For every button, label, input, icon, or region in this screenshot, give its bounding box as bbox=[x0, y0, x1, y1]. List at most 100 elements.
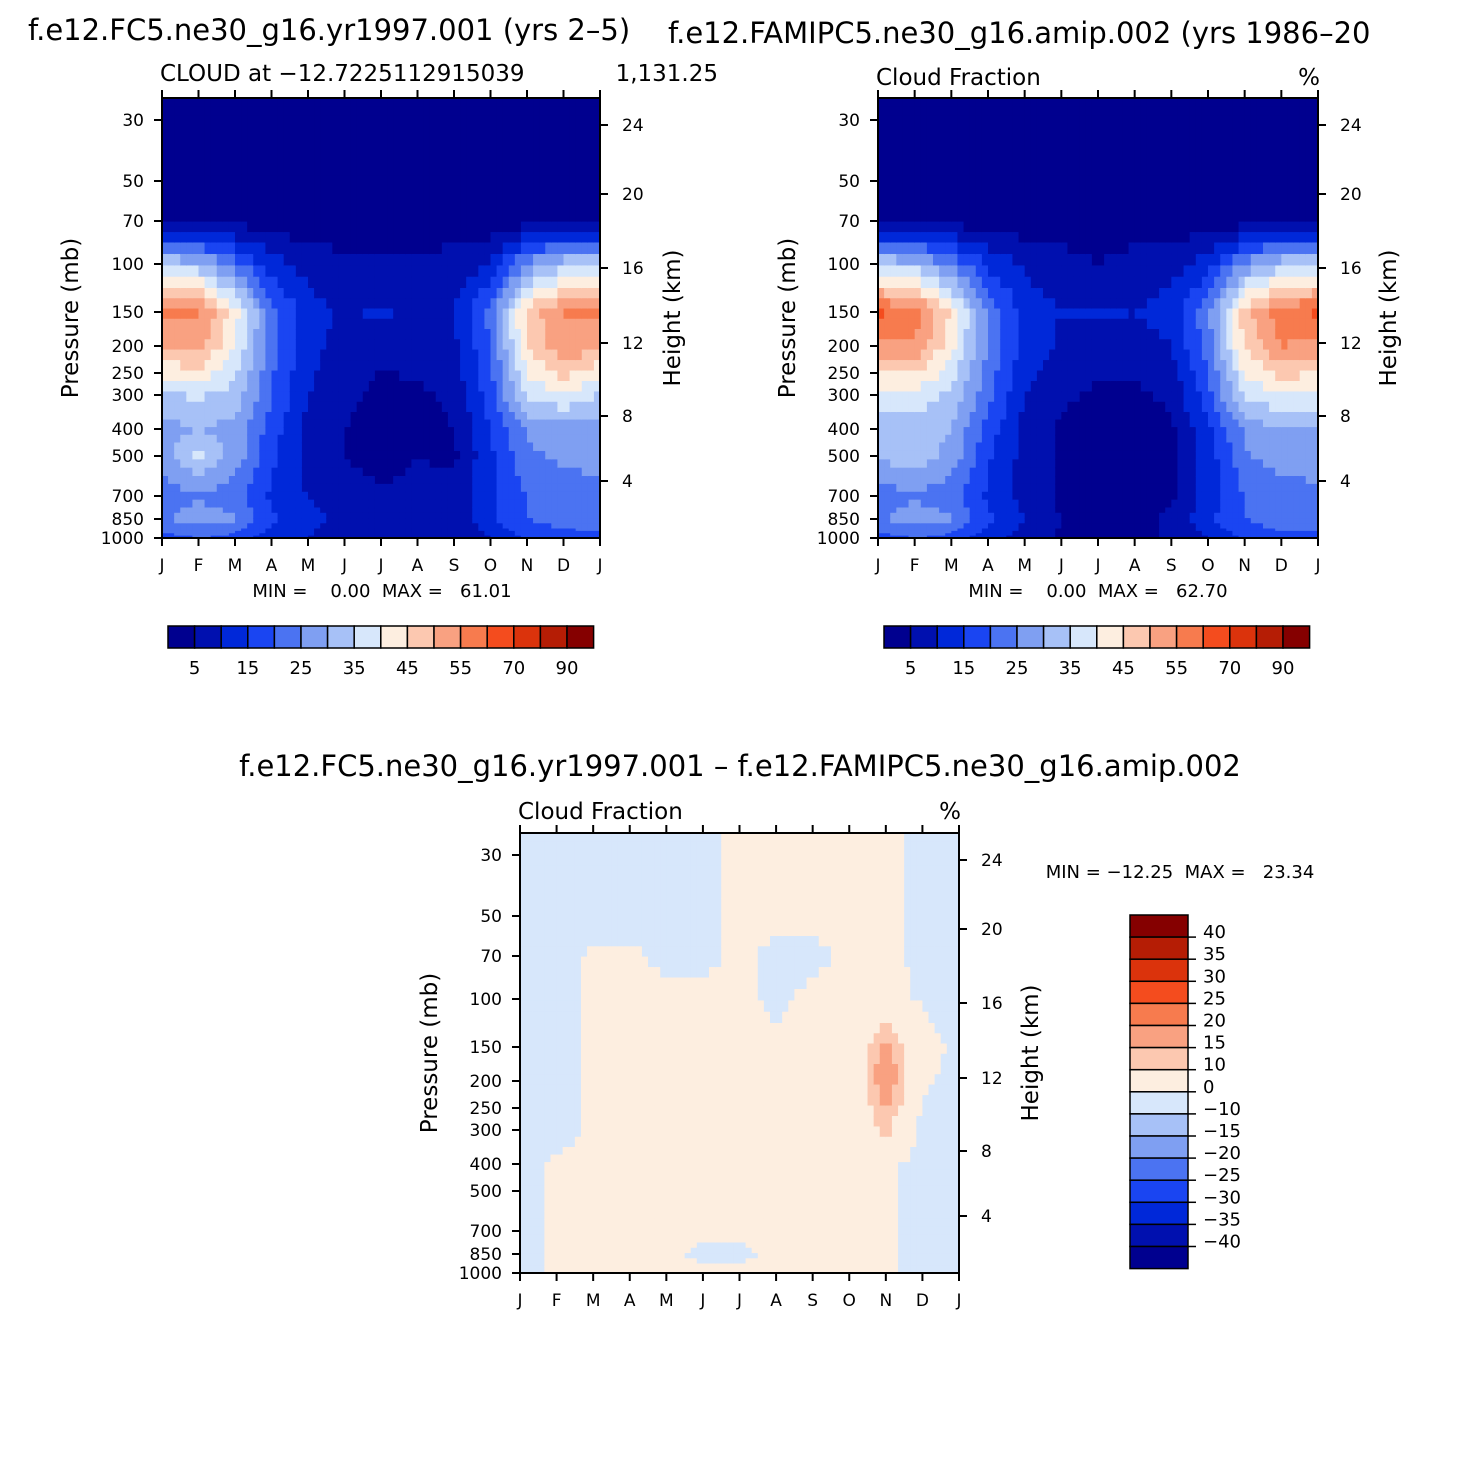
x-tick-label: S bbox=[449, 556, 460, 576]
heatmap-cell bbox=[241, 130, 248, 152]
heatmap-cell bbox=[162, 434, 169, 444]
heatmap-cell bbox=[1055, 106, 1062, 117]
heatmap-cell bbox=[1006, 298, 1014, 310]
heatmap-cell bbox=[914, 298, 922, 310]
heatmap-cell bbox=[551, 106, 559, 117]
heatmap-cell bbox=[192, 308, 200, 320]
heatmap-cell bbox=[204, 163, 212, 177]
heatmap-cell bbox=[326, 98, 333, 108]
heatmap-cell bbox=[417, 106, 425, 117]
heatmap-cell bbox=[326, 242, 333, 255]
heatmap-cell bbox=[933, 360, 940, 372]
heatmap-cell bbox=[186, 535, 194, 538]
heatmap-cell bbox=[939, 518, 946, 524]
heatmap-cell bbox=[320, 360, 327, 372]
heatmap-cell bbox=[575, 175, 583, 189]
heatmap-cell bbox=[283, 175, 291, 189]
heatmap-cell bbox=[981, 467, 989, 477]
heatmap-cell bbox=[890, 419, 897, 428]
heatmap-cell bbox=[1018, 380, 1026, 393]
heatmap-cell bbox=[168, 507, 175, 514]
heatmap-cell bbox=[508, 370, 516, 382]
heatmap-cell bbox=[969, 412, 977, 421]
heatmap-cell bbox=[301, 434, 309, 444]
heatmap-cell bbox=[1000, 476, 1007, 485]
heatmap-cell bbox=[545, 360, 552, 372]
heatmap-cell bbox=[454, 115, 461, 132]
heatmap-cell bbox=[514, 221, 522, 233]
heatmap-cell bbox=[283, 427, 291, 436]
heatmap-cell bbox=[210, 163, 218, 177]
heatmap-cell bbox=[1030, 175, 1038, 189]
heatmap-cell bbox=[472, 115, 479, 132]
heatmap-cell bbox=[192, 518, 200, 524]
heatmap-cell bbox=[1043, 434, 1050, 444]
heatmap-cell bbox=[387, 318, 394, 330]
heatmap-cell bbox=[423, 518, 431, 524]
heatmap-cell bbox=[502, 349, 510, 361]
heatmap-cell bbox=[975, 329, 983, 340]
heatmap-cell bbox=[283, 298, 291, 310]
heatmap-cell bbox=[557, 533, 565, 537]
y-tick-label: 150 bbox=[112, 303, 144, 323]
heatmap-cell bbox=[162, 98, 169, 108]
heatmap-cell bbox=[308, 491, 315, 501]
heatmap-cell bbox=[253, 221, 260, 233]
heatmap-cell bbox=[350, 434, 358, 444]
heatmap-cell bbox=[563, 491, 571, 501]
heatmap-cell bbox=[563, 499, 571, 509]
heatmap-cell bbox=[520, 507, 528, 514]
heatmap-cell bbox=[490, 459, 498, 469]
heatmap-cell bbox=[314, 211, 321, 223]
heatmap-cell bbox=[1006, 288, 1014, 299]
heatmap-cell bbox=[460, 450, 467, 460]
heatmap-cell bbox=[301, 242, 309, 255]
heatmap-cell bbox=[478, 476, 486, 485]
heatmap-cell bbox=[569, 150, 577, 164]
heatmap-cell bbox=[368, 507, 376, 514]
heatmap-cell bbox=[545, 339, 552, 351]
heatmap-cell bbox=[963, 221, 971, 233]
heatmap-cell bbox=[587, 329, 595, 340]
heatmap-cell bbox=[180, 98, 187, 108]
heatmap-cell bbox=[587, 491, 595, 501]
heatmap-cell bbox=[1036, 360, 1044, 372]
heatmap-cell bbox=[933, 419, 940, 428]
heatmap-cell bbox=[994, 427, 1001, 436]
heatmap-cell bbox=[399, 130, 406, 152]
heatmap-cell bbox=[210, 288, 218, 299]
heatmap-cell bbox=[277, 175, 285, 189]
heatmap-cell bbox=[204, 459, 212, 469]
heatmap-cell bbox=[435, 499, 443, 509]
heatmap-cell bbox=[253, 288, 260, 299]
heatmap-cell bbox=[557, 339, 565, 351]
heatmap-cell bbox=[939, 442, 946, 452]
heatmap-cell bbox=[533, 499, 540, 509]
heatmap-cell bbox=[1006, 232, 1014, 244]
y2-tick-label: 24 bbox=[622, 116, 644, 136]
heatmap-cell bbox=[533, 530, 540, 534]
heatmap-cell bbox=[301, 163, 309, 177]
heatmap-cell bbox=[332, 499, 340, 509]
heatmap-cell bbox=[896, 242, 904, 255]
heatmap-cell bbox=[344, 242, 352, 255]
heatmap-cell bbox=[447, 401, 455, 413]
heatmap-cell bbox=[174, 507, 181, 514]
heatmap-cell bbox=[308, 434, 315, 444]
heatmap-cell bbox=[939, 288, 946, 299]
heatmap-cell bbox=[569, 163, 577, 177]
heatmap-cell bbox=[454, 518, 461, 524]
heatmap-cell bbox=[259, 412, 267, 421]
heatmap-cell bbox=[533, 106, 540, 117]
heatmap-cell bbox=[1018, 276, 1026, 289]
heatmap-cell bbox=[210, 499, 218, 509]
heatmap-cell bbox=[393, 339, 400, 351]
heatmap-cell bbox=[186, 349, 194, 361]
heatmap-cell bbox=[362, 380, 370, 393]
heatmap-cell bbox=[575, 98, 583, 108]
heatmap-cell bbox=[484, 419, 492, 428]
heatmap-cell bbox=[326, 533, 333, 537]
heatmap-cell bbox=[508, 349, 516, 361]
heatmap-cell bbox=[557, 232, 565, 244]
heatmap-cell bbox=[1006, 188, 1014, 202]
